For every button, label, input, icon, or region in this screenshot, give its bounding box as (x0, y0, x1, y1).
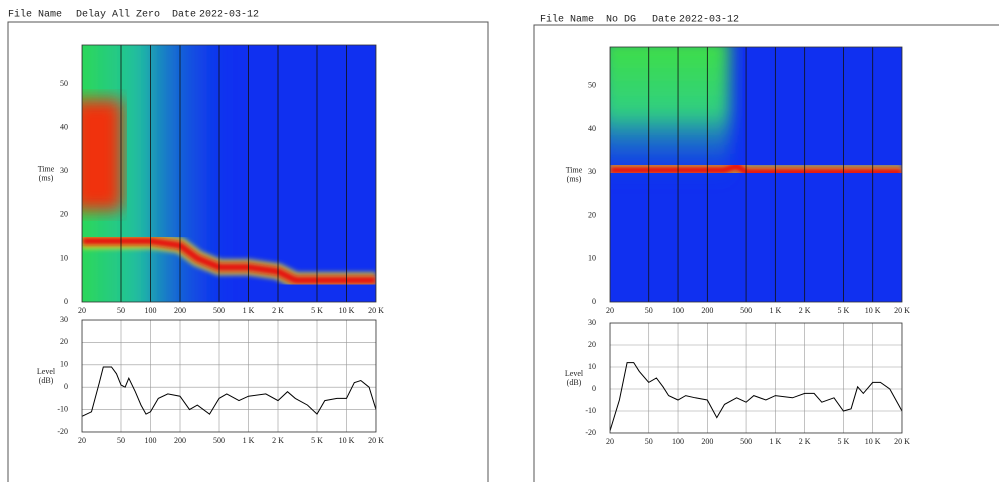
plot-area (82, 320, 376, 432)
y-tick-label: 50 (60, 79, 68, 88)
y-tick-label: -10 (585, 406, 596, 415)
y-axis-label: Time (566, 165, 583, 174)
x-tick-label: 500 (740, 306, 752, 315)
header-label: File Name (540, 14, 594, 26)
x-tick-label: 50 (645, 437, 653, 446)
x-tick-label: 2 K (272, 436, 284, 445)
x-tick-label: 20 (606, 437, 614, 446)
y-tick-label: 30 (588, 318, 596, 327)
plot-frame (609, 46, 903, 303)
y-axis-label: Level (565, 369, 584, 378)
y-tick-label: 0 (592, 384, 596, 393)
y-tick-label: 10 (588, 254, 596, 263)
x-tick-label: 10 K (865, 437, 881, 446)
y-tick-label: 0 (592, 297, 596, 306)
plot-area (82, 45, 376, 302)
x-tick-label: 2 K (272, 306, 284, 315)
x-tick-label: 200 (701, 306, 713, 315)
x-tick-label: 20 K (894, 306, 910, 315)
header-label: Date (652, 15, 676, 26)
header-label: Date (172, 10, 196, 21)
plot-background (610, 323, 902, 433)
plot-area (610, 47, 902, 302)
x-tick-label: 200 (174, 436, 186, 445)
x-tick-label: 200 (701, 437, 713, 446)
plot-background (82, 320, 376, 432)
y-tick-label: 20 (60, 337, 68, 346)
y-tick-label: 30 (60, 315, 68, 324)
y-tick-label: 30 (60, 166, 68, 175)
y-tick-label: 0 (64, 382, 68, 391)
y-tick-label: 10 (60, 253, 68, 262)
panel-border (533, 24, 999, 482)
x-tick-label: 5 K (838, 437, 850, 446)
y-tick-label: 20 (588, 340, 596, 349)
x-tick-label: 2 K (799, 437, 811, 446)
y-tick-label: 0 (64, 297, 68, 306)
x-tick-label: 20 (78, 436, 86, 445)
x-tick-label: 20 K (894, 437, 910, 446)
x-tick-label: 20 (78, 306, 86, 315)
level-curve (82, 366, 376, 417)
y-tick-label: 10 (588, 362, 596, 371)
y-tick-label: 20 (60, 210, 68, 219)
header-label: File Name (8, 9, 62, 21)
plot-frame (609, 322, 903, 434)
y-axis-label: (dB) (39, 376, 54, 385)
x-tick-label: 500 (213, 436, 225, 445)
date: 2022-03-12 (199, 10, 259, 21)
y-tick-label: 10 (60, 360, 68, 369)
level-curve (610, 362, 902, 431)
x-tick-label: 200 (174, 306, 186, 315)
plot-frame (81, 44, 377, 303)
panel-border (7, 21, 489, 482)
x-tick-label: 1 K (243, 306, 255, 315)
x-tick-label: 100 (144, 436, 156, 445)
x-tick-label: 5 K (311, 436, 323, 445)
x-tick-label: 50 (117, 436, 125, 445)
file-name: No DG (606, 15, 636, 26)
y-tick-label: 40 (588, 124, 596, 133)
x-tick-label: 100 (672, 306, 684, 315)
x-tick-label: 20 K (368, 436, 384, 445)
x-tick-label: 100 (144, 306, 156, 315)
x-tick-label: 50 (117, 306, 125, 315)
y-axis-label: (dB) (567, 378, 582, 387)
x-tick-label: 10 K (865, 306, 881, 315)
x-tick-label: 5 K (311, 306, 323, 315)
y-axis-label: Time (38, 164, 55, 173)
y-tick-label: -20 (585, 428, 596, 437)
x-tick-label: 10 K (339, 306, 355, 315)
x-tick-label: 1 K (243, 436, 255, 445)
x-tick-label: 1 K (769, 306, 781, 315)
file-name: Delay All Zero (76, 9, 160, 21)
energy-region (82, 100, 122, 210)
x-tick-label: 20 (606, 306, 614, 315)
y-tick-label: 20 (588, 210, 596, 219)
x-tick-label: 500 (213, 306, 225, 315)
x-tick-label: 100 (672, 437, 684, 446)
ridge (82, 237, 376, 285)
y-axis-label: (ms) (567, 174, 582, 183)
y-axis-label: (ms) (39, 173, 54, 182)
y-tick-label: 50 (588, 81, 596, 90)
y-axis-label: Level (37, 367, 56, 376)
y-tick-label: -20 (57, 427, 68, 436)
x-tick-label: 20 K (368, 306, 384, 315)
x-tick-label: 50 (645, 306, 653, 315)
plot-area (610, 323, 902, 433)
y-tick-label: 30 (588, 167, 596, 176)
x-tick-label: 2 K (799, 306, 811, 315)
plot-frame (81, 319, 377, 433)
x-tick-label: 1 K (769, 437, 781, 446)
date: 2022-03-12 (679, 15, 739, 26)
x-tick-label: 5 K (838, 306, 850, 315)
x-tick-label: 10 K (339, 436, 355, 445)
y-tick-label: 40 (60, 123, 68, 132)
x-tick-label: 500 (740, 437, 752, 446)
y-tick-label: -10 (57, 404, 68, 413)
